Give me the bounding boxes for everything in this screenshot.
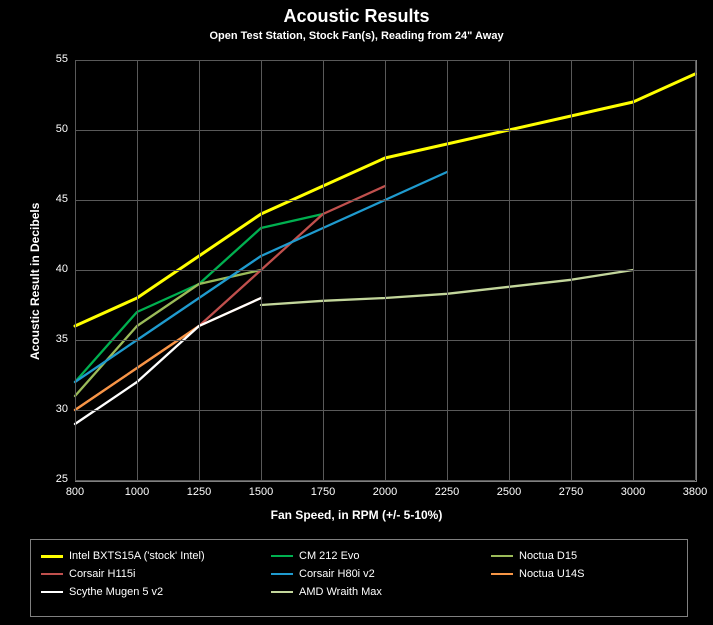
x-tick-label: 1750 [301,486,345,498]
gridline-vertical [137,60,138,480]
y-tick-label: 25 [40,473,68,485]
y-tick-label: 55 [40,53,68,65]
gridline-vertical [571,60,572,480]
legend-item: Corsair H115i [41,568,135,580]
gridline-vertical [509,60,510,480]
legend-label: CM 212 Evo [299,550,360,562]
chart-root: Acoustic Results Open Test Station, Stoc… [0,0,713,625]
x-axis-title: Fan Speed, in RPM (+/- 5-10%) [0,508,713,522]
x-tick-label: 2250 [425,486,469,498]
legend-swatch [271,573,293,575]
gridline-vertical [199,60,200,480]
gridline-vertical [447,60,448,480]
x-tick-label: 800 [53,486,97,498]
legend-label: Noctua D15 [519,550,577,562]
legend-label: Corsair H80i v2 [299,568,375,580]
series-lines [0,0,713,625]
series-line [75,186,385,410]
gridline-horizontal [75,480,695,481]
legend-label: Scythe Mugen 5 v2 [69,586,163,598]
y-tick-label: 45 [40,193,68,205]
x-tick-label: 3800 [673,486,713,498]
x-tick-label: 1000 [115,486,159,498]
legend-swatch [271,591,293,593]
legend-item: Scythe Mugen 5 v2 [41,586,163,598]
legend-item: Corsair H80i v2 [271,568,375,580]
legend-item: Noctua U14S [491,568,584,580]
y-tick-label: 40 [40,263,68,275]
legend-label: AMD Wraith Max [299,586,382,598]
legend-item: CM 212 Evo [271,550,360,562]
legend-item: Noctua D15 [491,550,577,562]
x-tick-label: 1500 [239,486,283,498]
x-tick-label: 1250 [177,486,221,498]
gridline-vertical [695,60,696,480]
gridline-vertical [261,60,262,480]
legend-label: Intel BXTS15A ('stock' Intel) [69,550,205,562]
x-tick-label: 2500 [487,486,531,498]
x-tick-label: 2000 [363,486,407,498]
legend-item: AMD Wraith Max [271,586,382,598]
legend-label: Corsair H115i [69,568,135,580]
legend-swatch [271,555,293,557]
x-tick-label: 3000 [611,486,655,498]
series-line [75,298,261,424]
legend-swatch [491,555,513,557]
gridline-vertical [633,60,634,480]
series-line [75,270,261,396]
gridline-vertical [323,60,324,480]
y-tick-label: 35 [40,333,68,345]
legend-label: Noctua U14S [519,568,584,580]
y-tick-label: 30 [40,403,68,415]
legend-swatch [41,591,63,593]
x-tick-label: 2750 [549,486,593,498]
gridline-vertical [385,60,386,480]
y-tick-label: 50 [40,123,68,135]
legend-swatch [491,573,513,575]
legend-swatch [41,555,63,558]
legend: Intel BXTS15A ('stock' Intel) CM 212 Evo N… [30,539,688,617]
gridline-vertical [75,60,76,480]
legend-swatch [41,573,63,575]
legend-item: Intel BXTS15A ('stock' Intel) [41,550,205,562]
